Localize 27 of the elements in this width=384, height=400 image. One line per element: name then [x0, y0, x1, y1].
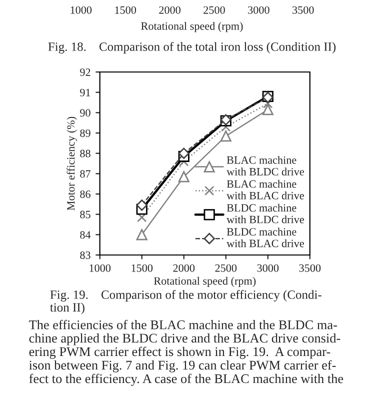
x-tick-label: 1500	[132, 264, 153, 272]
y-tick-label: 86	[80, 190, 90, 198]
x-axis-title: Rotational speed (rpm)	[154, 276, 256, 287]
y-tick-label: 87	[80, 170, 90, 178]
legend-label: BLAC machine with BLAC drive	[226, 180, 304, 200]
caption: Fig. 19. Comparison of the motor efficiency (Condi- tion II)	[50, 290, 322, 314]
text: 1000 1500 2000 2500 3000 3500	[70, 6, 314, 14]
caption: Fig. 18. Comparison of the total iron loss (Condition II)	[48, 42, 336, 54]
x-tick-label: 2000	[173, 264, 195, 272]
text: The efficiencies of the BLAC machine and the BLDC ma- chine applied the BLDC drive and the BLAC drive consid- ering PWM carrier effect is shown in Fig. 19. A compar- ison between Fig. 7 and Fig. 19 can clear PWM carrier ef- fect to the efficiency. A case of the BLAC machine with the	[29, 320, 344, 386]
legend-label: BLDC machine with BLDC drive	[226, 204, 304, 224]
y-axis-title: Motor efficiency (%)	[66, 116, 77, 210]
y-tick-label: 85	[80, 210, 90, 218]
x-tick-label: 1000	[90, 264, 111, 272]
y-tick-label: 91	[80, 88, 90, 96]
y-tick-label: 83	[80, 251, 90, 259]
y-tick-label: 92	[80, 68, 90, 76]
legend-label: BLAC machine with BLDC drive	[226, 156, 304, 176]
y-tick-label: 84	[80, 231, 91, 239]
x-tick-label: 3000	[257, 264, 279, 272]
y-tick-label: 89	[80, 129, 90, 137]
y-tick-label: 90	[80, 109, 90, 117]
x-tick-label: 2500	[215, 264, 237, 272]
x-tick-label: 3500	[299, 264, 321, 272]
legend-label: BLDC machine with BLAC drive	[226, 228, 304, 248]
text: Rotational speed (rpm)	[141, 22, 243, 32]
y-tick-label: 88	[80, 150, 90, 158]
